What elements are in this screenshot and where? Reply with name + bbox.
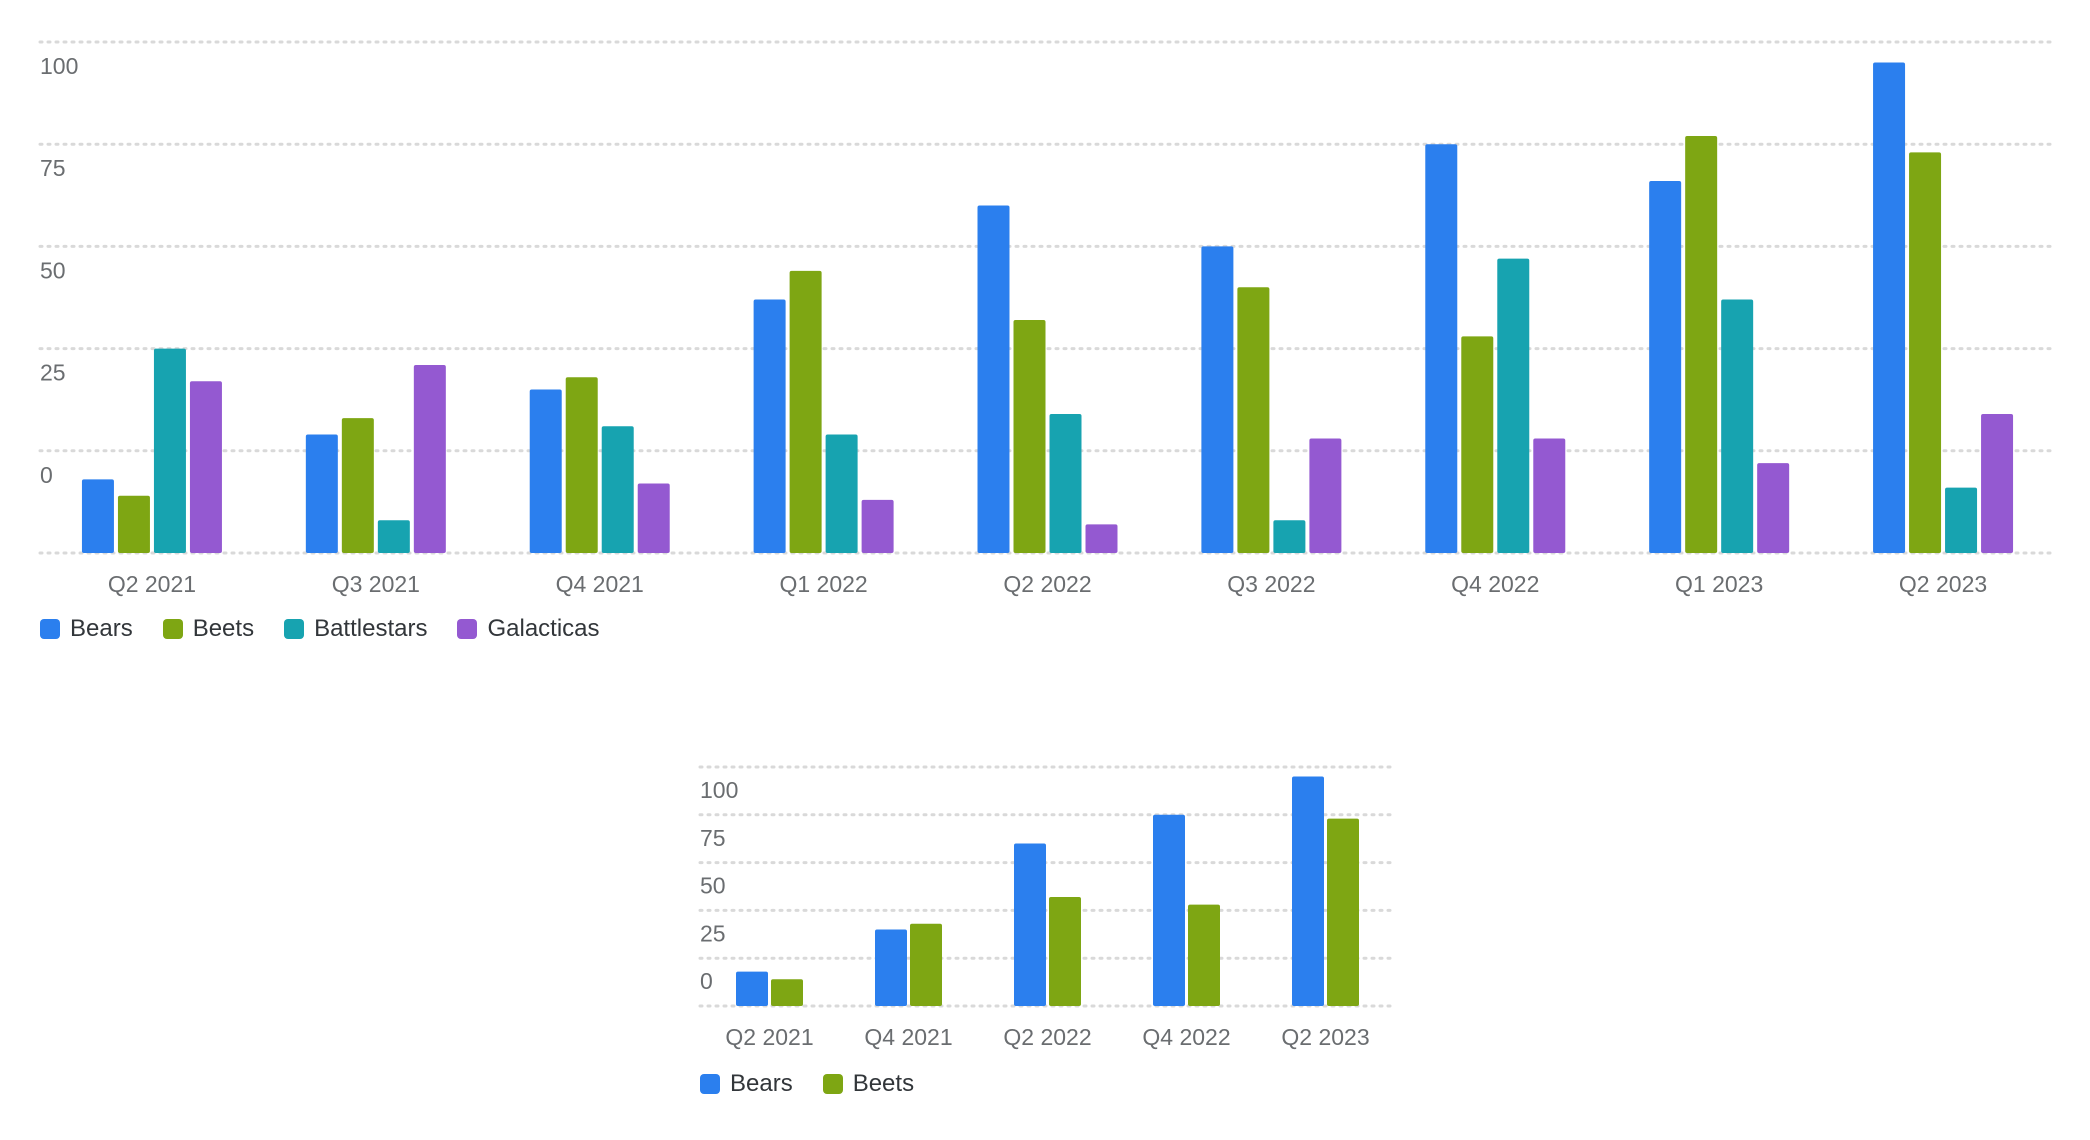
x-tick-label: Q2 2022 — [1003, 1024, 1091, 1050]
x-tick-label: Q2 2021 — [725, 1024, 813, 1050]
y-tick-label: 0 — [700, 968, 713, 994]
bar-galacticas-q4-2022[interactable] — [1533, 438, 1566, 553]
legend-label-beets: Beets — [852, 1070, 915, 1097]
legend-swatch-beets — [162, 619, 183, 639]
x-tick-label: Q2 2022 — [1003, 571, 1091, 597]
x-tick-label: Q4 2021 — [556, 571, 644, 597]
bar-galacticas-q2-2023[interactable] — [1981, 414, 2014, 553]
bar-beets-q2-2023[interactable] — [1327, 818, 1359, 1006]
bar-battlestars-q4-2022[interactable] — [1497, 258, 1530, 553]
bar-beets-q2-2022[interactable] — [1013, 319, 1046, 553]
bar-galacticas-q2-2021[interactable] — [189, 381, 222, 553]
bar-beets-q2-2021[interactable] — [117, 495, 150, 553]
y-tick-label: 50 — [700, 873, 726, 899]
bar-bears-q4-2021[interactable] — [875, 929, 907, 1006]
x-tick-label: Q2 2023 — [1281, 1024, 1369, 1050]
x-tick-label: Q2 2023 — [1899, 571, 1987, 597]
bar-battlestars-q2-2022[interactable] — [1049, 414, 1082, 553]
x-tick-label: Q1 2023 — [1675, 571, 1763, 597]
legend-label-battlestars: Battlestars — [314, 615, 428, 642]
legend-item-galacticas[interactable]: Galacticas — [457, 615, 600, 643]
bar-bears-q3-2022[interactable] — [1201, 246, 1234, 553]
bar-beets-q2-2023[interactable] — [1909, 152, 1942, 553]
bar-bears-q2-2022[interactable] — [1014, 843, 1046, 1006]
bar-battlestars-q2-2023[interactable] — [1945, 487, 1978, 553]
y-tick-label: 50 — [40, 257, 66, 283]
bar-battlestars-q1-2022[interactable] — [825, 434, 858, 553]
legend-swatch-bears — [40, 619, 60, 639]
y-tick-label: 75 — [700, 825, 726, 851]
legend-item-bears[interactable]: Bears — [700, 1070, 793, 1098]
bar-galacticas-q3-2021[interactable] — [413, 364, 446, 553]
y-tick-label: 25 — [40, 360, 66, 386]
y-tick-label: 100 — [40, 53, 78, 79]
bar-beets-q4-2022[interactable] — [1188, 904, 1220, 1006]
bar-galacticas-q2-2022[interactable] — [1085, 524, 1118, 553]
bar-galacticas-q1-2022[interactable] — [861, 499, 894, 553]
bar-bears-q2-2022[interactable] — [977, 205, 1010, 553]
bar-galacticas-q3-2022[interactable] — [1309, 438, 1342, 553]
bar-beets-q3-2022[interactable] — [1237, 287, 1270, 553]
legend-swatch-battlestars — [284, 619, 305, 639]
legend-swatch-beets — [822, 1074, 843, 1094]
legend-swatch-bears — [700, 1074, 720, 1094]
bar-bears-q1-2023[interactable] — [1649, 180, 1682, 553]
legend-label-bears: Bears — [70, 615, 133, 642]
chart-legend: Bears Beets — [700, 1070, 914, 1098]
x-tick-label: Q4 2022 — [1142, 1024, 1230, 1050]
legend-label-bears: Bears — [730, 1070, 793, 1097]
legend-item-beets[interactable]: Beets — [822, 1070, 915, 1098]
chart-plot-area: 100 75 50 25 0 Q2 2021 Q4 2021 Q2 2022 Q4 2022 Q2… — [698, 765, 1397, 1050]
legend-label-beets: Beets — [192, 615, 255, 642]
chart-quarterly-four-series: 100 75 50 25 0 Q2 2021 Q3 2021 Q4 2021 Q1 2022 Q2… — [38, 40, 2057, 643]
bar-battlestars-q3-2021[interactable] — [377, 520, 410, 553]
bar-bears-q4-2022[interactable] — [1425, 144, 1458, 553]
bar-bears-q2-2023[interactable] — [1292, 776, 1324, 1006]
bar-battlestars-q2-2021[interactable] — [153, 348, 186, 553]
bar-battlestars-q3-2022[interactable] — [1273, 520, 1306, 553]
x-tick-label: Q4 2022 — [1451, 571, 1539, 597]
y-tick-label: 100 — [700, 777, 738, 803]
legend-item-bears[interactable]: Bears — [40, 615, 133, 643]
x-tick-label: Q3 2021 — [332, 571, 420, 597]
y-tick-label: 25 — [700, 920, 726, 946]
bar-bears-q2-2021[interactable] — [736, 971, 768, 1006]
bar-battlestars-q4-2021[interactable] — [601, 426, 634, 553]
x-tick-label: Q1 2022 — [779, 571, 867, 597]
legend-swatch-galacticas — [457, 619, 478, 639]
x-tick-label: Q2 2021 — [108, 571, 196, 597]
legend-item-battlestars[interactable]: Battlestars — [284, 615, 427, 643]
bar-beets-q4-2021[interactable] — [910, 923, 942, 1006]
bar-galacticas-q1-2023[interactable] — [1757, 463, 1790, 553]
bar-beets-q1-2023[interactable] — [1685, 136, 1718, 554]
bar-bears-q4-2021[interactable] — [529, 389, 562, 553]
bar-beets-q4-2021[interactable] — [565, 377, 598, 553]
bar-beets-q3-2021[interactable] — [341, 418, 374, 553]
bar-bears-q2-2023[interactable] — [1873, 62, 1906, 553]
bar-beets-q4-2022[interactable] — [1461, 336, 1494, 553]
x-tick-label: Q3 2022 — [1227, 571, 1315, 597]
bar-beets-q2-2021[interactable] — [771, 979, 803, 1006]
bar-battlestars-q1-2023[interactable] — [1721, 299, 1754, 553]
bar-beets-q1-2022[interactable] — [789, 270, 822, 553]
legend-label-galacticas: Galacticas — [487, 615, 600, 642]
chart-half-yearly-two-series: 100 75 50 25 0 Q2 2021 Q4 2021 Q2 2022 Q4 2022 Q2… — [680, 740, 1440, 1140]
bar-bears-q2-2021[interactable] — [81, 479, 114, 553]
bar-bears-q1-2022[interactable] — [753, 299, 786, 553]
bar-bears-q4-2022[interactable] — [1153, 814, 1185, 1006]
bar-bears-q3-2021[interactable] — [305, 434, 338, 553]
bar-galacticas-q4-2021[interactable] — [637, 483, 670, 553]
chart-plot-area: 100 75 50 25 0 Q2 2021 Q3 2021 Q4 2021 Q1 2022 Q2… — [38, 40, 2057, 597]
x-tick-label: Q4 2021 — [864, 1024, 952, 1050]
legend-item-beets[interactable]: Beets — [162, 615, 255, 643]
y-tick-label: 0 — [40, 462, 53, 488]
chart-legend: Bears Beets Battlestars Galacticas — [40, 615, 600, 643]
bar-beets-q2-2022[interactable] — [1049, 897, 1081, 1006]
y-tick-label: 75 — [40, 155, 66, 181]
